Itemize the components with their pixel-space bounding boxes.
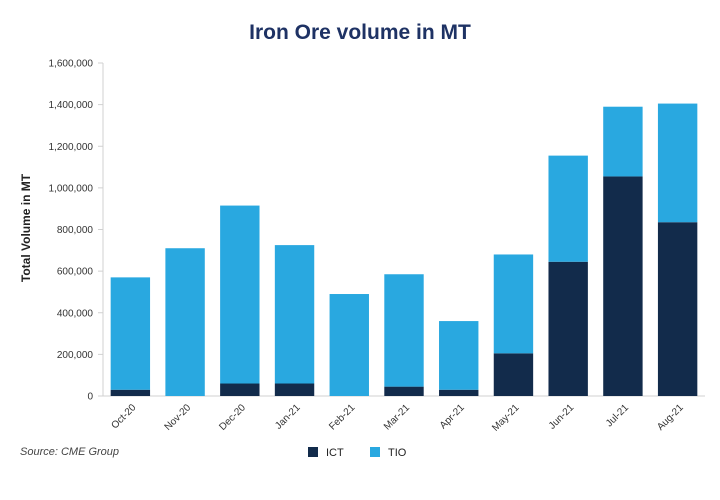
y-tick-label: 0 [87, 392, 93, 403]
bar-tio [603, 106, 643, 177]
y-tick-label: 600,000 [57, 267, 94, 278]
y-axis: 0 200,000 400,000 600,000 800,000 1,000,000 1,… [49, 59, 104, 403]
bar-ict [603, 176, 643, 396]
source-note: Source: CME Group [20, 446, 119, 458]
bar-ict [439, 389, 479, 396]
y-tick-label: 1,000,000 [49, 183, 94, 194]
x-tick-label: Jul-21 [604, 402, 631, 429]
legend-swatch-tio [370, 447, 380, 457]
y-tick-label: 1,400,000 [49, 100, 94, 111]
y-tick-label: 400,000 [57, 308, 94, 319]
bar-ict [110, 389, 151, 396]
legend-swatch-ict [308, 447, 318, 457]
bar-ict [493, 353, 534, 396]
x-tick-label: Dec-20 [217, 402, 248, 433]
y-axis-label: Total Volume in MT [19, 173, 33, 282]
legend-label-tio: TIO [388, 447, 407, 459]
x-tick-label: Aug-21 [655, 402, 686, 433]
x-axis: Oct-20 Nov-20 Dec-20 Jan-21 Feb-21 Mar-21 Apr-… [103, 395, 705, 434]
bar-tio [329, 294, 369, 396]
bar-tio [657, 103, 698, 223]
bar-ict [220, 383, 260, 396]
bar-tio [110, 277, 151, 390]
y-tick-label: 800,000 [57, 225, 94, 236]
x-tick-label: Mar-21 [382, 402, 412, 432]
x-tick-label: Jun-21 [547, 402, 577, 432]
bar-ict [548, 261, 588, 396]
bar-tio [165, 248, 205, 396]
legend: ICT TIO [308, 447, 407, 459]
bars-group [110, 103, 698, 396]
bar-tio [548, 155, 588, 262]
bar-tio [384, 274, 424, 387]
x-tick-label: Nov-20 [163, 402, 194, 433]
x-tick-label: Jan-21 [273, 402, 303, 432]
y-tick-label: 1,200,000 [49, 142, 94, 153]
y-tick-label: 200,000 [57, 350, 94, 361]
x-tick-label: Oct-20 [109, 402, 138, 431]
bar-tio [274, 245, 315, 384]
bar-ict [274, 383, 315, 396]
bar-ict [384, 386, 424, 396]
bar-ict [657, 222, 698, 396]
bar-tio [439, 321, 479, 390]
bar-tio [220, 205, 260, 384]
x-tick-label: May-21 [490, 402, 522, 434]
x-tick-label: Feb-21 [327, 402, 357, 432]
y-tick-label: 1,600,000 [49, 59, 94, 70]
chart-title: Iron Ore volume in MT [249, 21, 471, 44]
bar-tio [493, 254, 534, 354]
legend-label-ict: ICT [326, 447, 344, 459]
x-tick-label: Apr-21 [438, 402, 467, 431]
